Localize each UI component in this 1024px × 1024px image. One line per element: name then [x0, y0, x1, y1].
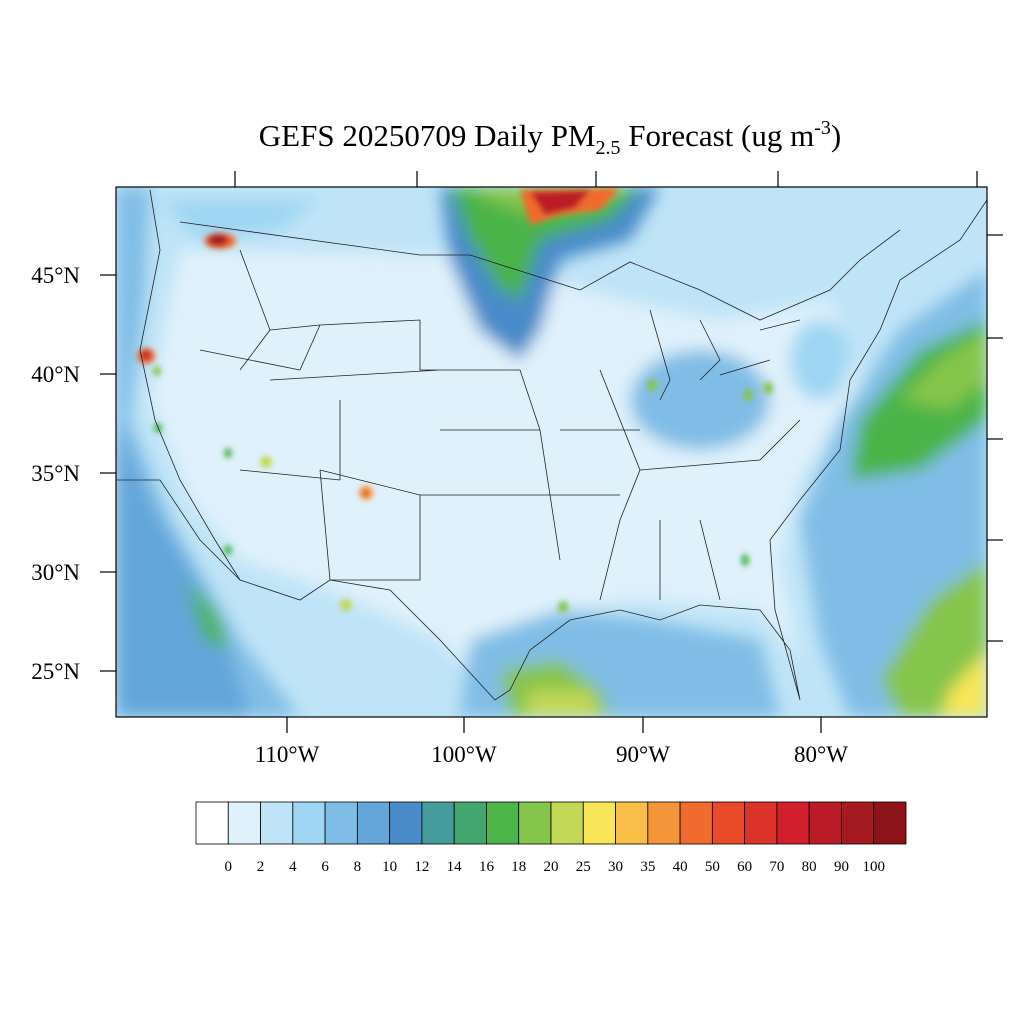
colorbar: 0 2 4 6 8 10 12 14 16 18 20 25 30 35 40 50 60 70 80 90 100 — [195, 801, 907, 875]
colorbar-box — [841, 801, 875, 845]
colorbar-box — [873, 801, 907, 845]
colorbar-box — [679, 801, 713, 845]
colorbar-label: 40 — [673, 859, 688, 875]
colorbar-label: 2 — [257, 859, 265, 875]
colorbar-box — [776, 801, 810, 845]
colorbar-box — [711, 801, 746, 845]
colorbar-label: 18 — [511, 859, 526, 875]
colorbar-label: 4 — [289, 859, 297, 875]
colorbar-box — [260, 801, 294, 845]
colorbar-box — [744, 801, 778, 845]
map-frame — [115, 186, 988, 718]
colorbar-box — [615, 801, 649, 845]
colorbar-box — [453, 801, 487, 845]
lon-label: 100°W — [431, 742, 497, 767]
title-superscript: -3 — [814, 117, 831, 139]
colorbar-label: 20 — [544, 859, 559, 875]
colorbar-label: 10 — [382, 859, 397, 875]
colorbar-box — [647, 801, 681, 845]
colorbar-box — [356, 801, 391, 845]
colorbar-label: 60 — [737, 859, 752, 875]
colorbar-box — [389, 801, 423, 845]
colorbar-label: 30 — [608, 859, 623, 875]
colorbar-label: 25 — [576, 859, 591, 875]
colorbar-box — [324, 801, 358, 845]
colorbar-label: 16 — [479, 859, 495, 875]
title-main: GEFS 20250709 Daily PM — [259, 118, 596, 153]
axis-labels: 45°N 40°N 35°N 30°N 25°N 110°W 100°W 90°W 80°W — [31, 263, 848, 767]
colorbar-label: 12 — [414, 859, 429, 875]
lon-label: 80°W — [794, 742, 848, 767]
lat-label: 30°N — [31, 560, 80, 585]
colorbar-box — [808, 801, 842, 845]
colorbar-label: 50 — [705, 859, 720, 875]
title-end: ) — [831, 118, 841, 153]
map-field — [116, 187, 987, 717]
lat-label: 40°N — [31, 362, 80, 387]
lat-label: 45°N — [31, 263, 80, 288]
colorbar-label: 6 — [321, 859, 329, 875]
colorbar-label: 100 — [862, 859, 885, 875]
colorbar-box — [421, 801, 455, 845]
colorbar-box — [518, 801, 552, 845]
title-subscript: 2.5 — [596, 137, 621, 159]
map-title: GEFS 20250709 Daily PM2.5 Forecast (ug m… — [259, 117, 841, 159]
lat-label: 35°N — [31, 461, 80, 486]
colorbar-box — [486, 801, 520, 845]
colorbar-label: 90 — [834, 859, 849, 875]
colorbar-label: 35 — [640, 859, 655, 875]
frame-ticks — [100, 171, 1003, 733]
colorbar-box — [582, 801, 616, 845]
lat-label: 25°N — [31, 659, 80, 684]
colorbar-label: 80 — [802, 859, 817, 875]
colorbar-box — [292, 801, 326, 845]
colorbar-label: 70 — [769, 859, 784, 875]
lon-label: 90°W — [616, 742, 670, 767]
lon-label: 110°W — [255, 742, 320, 767]
colorbar-box — [550, 801, 584, 845]
colorbar-label: 8 — [354, 859, 362, 875]
colorbar-label: 14 — [447, 859, 463, 875]
colorbar-box — [227, 801, 261, 845]
title-middle: Forecast (ug m — [621, 118, 815, 153]
colorbar-label: 0 — [225, 859, 233, 875]
colorbar-box — [195, 801, 229, 845]
